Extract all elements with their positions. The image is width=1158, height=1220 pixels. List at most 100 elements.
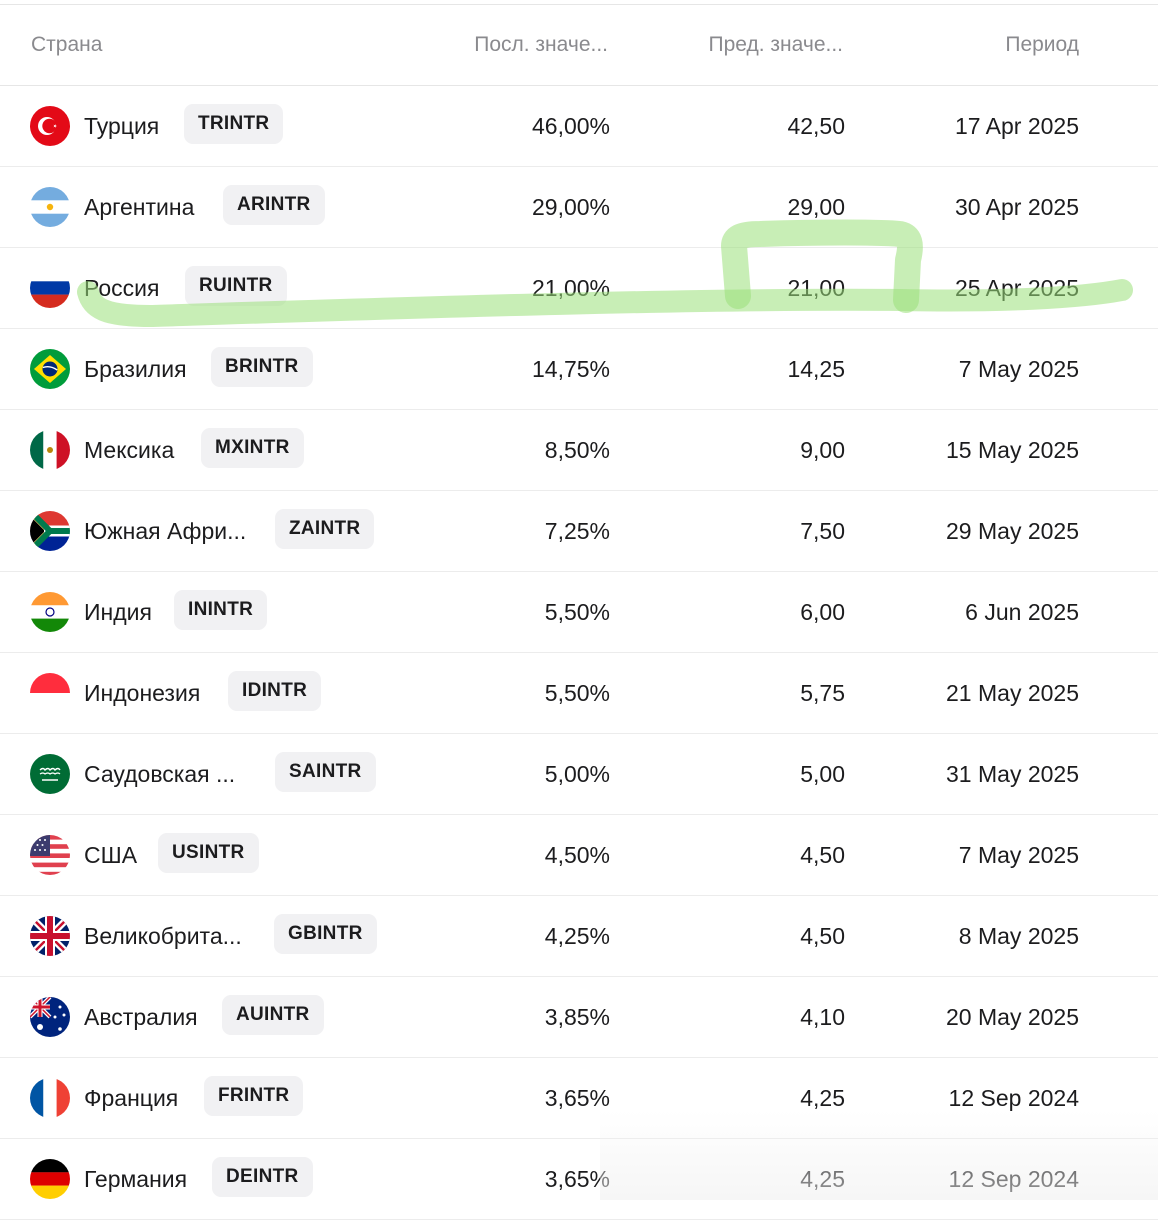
table-row[interactable]: Южная Афри... ZAINTR 7,25% 7,50 29 May 2… xyxy=(0,491,1158,572)
country-name: Австралия xyxy=(84,1004,198,1030)
country-name: Индия xyxy=(84,599,152,625)
interest-rates-table: Страна Посл. значе... Пред. значе... Пер… xyxy=(0,5,1158,1220)
country-name: Мексика xyxy=(84,437,175,463)
period-date: 12 Sep 2024 xyxy=(948,1085,1079,1111)
table-row[interactable]: Турция TRINTR 46,00% 42,50 17 Apr 2025 xyxy=(0,86,1158,167)
country-name: Южная Афри... xyxy=(84,518,247,544)
table-row[interactable]: Мексика MXINTR 8,50% 9,00 15 May 2025 xyxy=(0,410,1158,491)
previous-value: 5,75 xyxy=(800,680,845,706)
country-name: Бразилия xyxy=(84,356,187,382)
brazil-flag-icon xyxy=(30,349,70,389)
france-flag-icon xyxy=(30,1078,70,1118)
period-date: 7 May 2025 xyxy=(958,356,1079,382)
russia-flag-icon xyxy=(30,268,70,308)
south-africa-flag-icon xyxy=(30,511,70,551)
ticker-badge[interactable]: DEINTR xyxy=(212,1157,313,1197)
column-header-period[interactable]: Период xyxy=(1005,33,1079,56)
last-value: 3,65% xyxy=(544,1166,610,1192)
previous-value: 9,00 xyxy=(800,437,845,463)
country-name: США xyxy=(84,842,138,868)
last-value: 8,50% xyxy=(544,437,610,463)
table-row[interactable]: Германия DEINTR 3,65% 4,25 12 Sep 2024 xyxy=(0,1139,1158,1220)
argentina-flag-icon xyxy=(30,187,70,227)
table-row[interactable]: США USINTR 4,50% 4,50 7 May 2025 xyxy=(0,815,1158,896)
ticker-badge[interactable]: ININTR xyxy=(174,590,268,630)
period-date: 30 Apr 2025 xyxy=(954,194,1079,220)
ticker-badge[interactable]: IDINTR xyxy=(228,671,322,711)
column-header-last-value[interactable]: Посл. значе... xyxy=(474,33,608,56)
table-row[interactable]: Россия RUINTR 21,00% 21,00 25 Apr 2025 xyxy=(0,248,1158,329)
table-row[interactable]: Индия ININTR 5,50% 6,00 6 Jun 2025 xyxy=(0,572,1158,653)
previous-value: 5,00 xyxy=(800,761,845,787)
table-header: Страна Посл. значе... Пред. значе... Пер… xyxy=(0,5,1158,86)
country-name: Германия xyxy=(84,1166,188,1192)
mexico-flag-icon xyxy=(30,430,70,470)
country-name: Турция xyxy=(84,113,160,139)
saudi-arabia-flag-icon xyxy=(30,754,70,794)
ticker-badge[interactable]: GBINTR xyxy=(274,914,377,954)
ticker-badge[interactable]: ZAINTR xyxy=(275,509,375,549)
ticker-badge[interactable]: USINTR xyxy=(158,833,259,873)
table-row[interactable]: Великобрита... GBINTR 4,25% 4,50 8 May 2… xyxy=(0,896,1158,977)
country-name: Великобрита... xyxy=(84,923,242,949)
last-value: 5,50% xyxy=(544,599,610,625)
table-row[interactable]: Австралия AUINTR 3,85% 4,10 20 May 2025 xyxy=(0,977,1158,1058)
country-name: Франция xyxy=(84,1085,179,1111)
last-value: 4,50% xyxy=(544,842,610,868)
period-date: 21 May 2025 xyxy=(946,680,1079,706)
column-header-country[interactable]: Страна xyxy=(31,33,103,56)
table-row[interactable]: Бразилия BRINTR 14,75% 14,25 7 May 2025 xyxy=(0,329,1158,410)
previous-value: 4,10 xyxy=(800,1004,845,1030)
last-value: 21,00% xyxy=(531,275,610,301)
germany-flag-icon xyxy=(30,1159,70,1199)
previous-value: 4,25 xyxy=(800,1085,845,1111)
previous-value: 29,00 xyxy=(787,194,845,220)
previous-value: 6,00 xyxy=(800,599,845,625)
last-value: 46,00% xyxy=(531,113,610,139)
ticker-badge[interactable]: SAINTR xyxy=(275,752,376,792)
country-name: Индонезия xyxy=(84,680,201,706)
last-value: 4,25% xyxy=(544,923,610,949)
period-date: 15 May 2025 xyxy=(946,437,1079,463)
last-value: 5,50% xyxy=(544,680,610,706)
last-value: 29,00% xyxy=(531,194,610,220)
last-value: 3,85% xyxy=(544,1004,610,1030)
turkey-flag-icon xyxy=(30,106,70,146)
period-date: 29 May 2025 xyxy=(946,518,1079,544)
ticker-badge[interactable]: BRINTR xyxy=(211,347,313,387)
column-header-previous-value[interactable]: Пред. значе... xyxy=(708,33,843,56)
ticker-badge[interactable]: ARINTR xyxy=(223,185,325,225)
table-row[interactable]: Саудовская ... SAINTR 5,00% 5,00 31 May … xyxy=(0,734,1158,815)
period-date: 12 Sep 2024 xyxy=(948,1166,1079,1192)
previous-value: 21,00 xyxy=(787,275,845,301)
indonesia-flag-icon xyxy=(30,673,70,713)
country-name: Россия xyxy=(84,275,160,301)
previous-value: 4,50 xyxy=(800,842,845,868)
ticker-badge[interactable]: MXINTR xyxy=(201,428,304,468)
table-row[interactable]: Франция FRINTR 3,65% 4,25 12 Sep 2024 xyxy=(0,1058,1158,1139)
ticker-badge[interactable]: AUINTR xyxy=(222,995,324,1035)
period-date: 25 Apr 2025 xyxy=(954,275,1079,301)
ticker-badge[interactable]: TRINTR xyxy=(184,104,284,144)
uk-flag-icon xyxy=(30,916,70,956)
period-date: 31 May 2025 xyxy=(946,761,1079,787)
usa-flag-icon xyxy=(30,835,70,875)
australia-flag-icon xyxy=(30,997,70,1037)
period-date: 20 May 2025 xyxy=(946,1004,1079,1030)
table-row[interactable]: Индонезия IDINTR 5,50% 5,75 21 May 2025 xyxy=(0,653,1158,734)
ticker-badge[interactable]: FRINTR xyxy=(204,1076,304,1116)
period-date: 7 May 2025 xyxy=(958,842,1079,868)
previous-value: 7,50 xyxy=(800,518,845,544)
india-flag-icon xyxy=(30,592,70,632)
last-value: 7,25% xyxy=(544,518,610,544)
top-divider xyxy=(0,4,1158,5)
last-value: 14,75% xyxy=(531,356,610,382)
previous-value: 42,50 xyxy=(787,113,845,139)
table-row[interactable]: Аргентина ARINTR 29,00% 29,00 30 Apr 202… xyxy=(0,167,1158,248)
previous-value: 4,50 xyxy=(800,923,845,949)
last-value: 3,65% xyxy=(544,1085,610,1111)
period-date: 8 May 2025 xyxy=(958,923,1079,949)
period-date: 6 Jun 2025 xyxy=(965,599,1079,625)
ticker-badge[interactable]: RUINTR xyxy=(185,266,287,306)
previous-value: 4,25 xyxy=(800,1166,845,1192)
